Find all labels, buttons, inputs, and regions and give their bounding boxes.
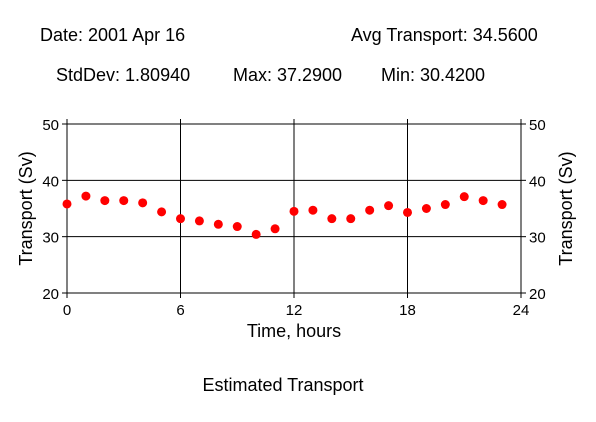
data-point bbox=[403, 207, 412, 217]
data-point bbox=[497, 200, 507, 210]
y-tick-label-right: 20 bbox=[529, 286, 546, 303]
min-label: Min: 30.4200 bbox=[381, 65, 486, 85]
x-tick-label: 0 bbox=[63, 302, 71, 319]
chart-title: Estimated Transport bbox=[202, 375, 363, 395]
data-point bbox=[251, 229, 261, 239]
data-point bbox=[289, 206, 299, 216]
max-label: Max: 37.2900 bbox=[233, 65, 343, 85]
y-tick-label-left: 40 bbox=[42, 173, 59, 190]
x-tick-label: 24 bbox=[513, 302, 530, 319]
data-point bbox=[100, 196, 110, 206]
y-axis-label-left: Transport (Sv) bbox=[16, 151, 36, 265]
data-point bbox=[213, 219, 223, 229]
data-point bbox=[194, 216, 204, 226]
x-tick-label: 12 bbox=[286, 302, 303, 319]
y-tick-label-right: 30 bbox=[529, 230, 546, 247]
avg-transport-label: Avg Transport: 34.5600 bbox=[351, 25, 538, 45]
data-point bbox=[157, 207, 167, 217]
data-point bbox=[478, 196, 488, 206]
y-axis-label-right: Transport (Sv) bbox=[556, 151, 576, 265]
y-tick-label-left: 50 bbox=[42, 117, 59, 134]
date-label: Date: 2001 Apr 16 bbox=[40, 25, 186, 45]
data-point bbox=[232, 222, 242, 232]
data-point bbox=[384, 201, 394, 211]
x-axis-label: Time, hours bbox=[247, 321, 341, 341]
y-tick-label-right: 40 bbox=[529, 173, 546, 190]
data-point bbox=[308, 205, 318, 215]
data-point bbox=[270, 224, 280, 234]
data-point bbox=[176, 214, 185, 224]
data-point bbox=[81, 191, 91, 201]
data-point bbox=[346, 214, 356, 224]
x-tick-label: 18 bbox=[399, 302, 416, 319]
data-point bbox=[62, 199, 72, 209]
x-tick-label: 6 bbox=[176, 302, 184, 319]
y-tick-label-right: 50 bbox=[529, 117, 546, 134]
data-point bbox=[421, 204, 431, 213]
data-point bbox=[327, 214, 337, 224]
data-point bbox=[365, 205, 375, 215]
data-point bbox=[440, 200, 450, 210]
y-tick-label-left: 20 bbox=[42, 286, 59, 303]
data-point bbox=[138, 198, 148, 208]
data-point bbox=[459, 192, 469, 202]
data-point bbox=[119, 196, 129, 206]
stddev-label: StdDev: 1.80940 bbox=[56, 65, 191, 85]
y-tick-label-left: 30 bbox=[42, 230, 59, 247]
